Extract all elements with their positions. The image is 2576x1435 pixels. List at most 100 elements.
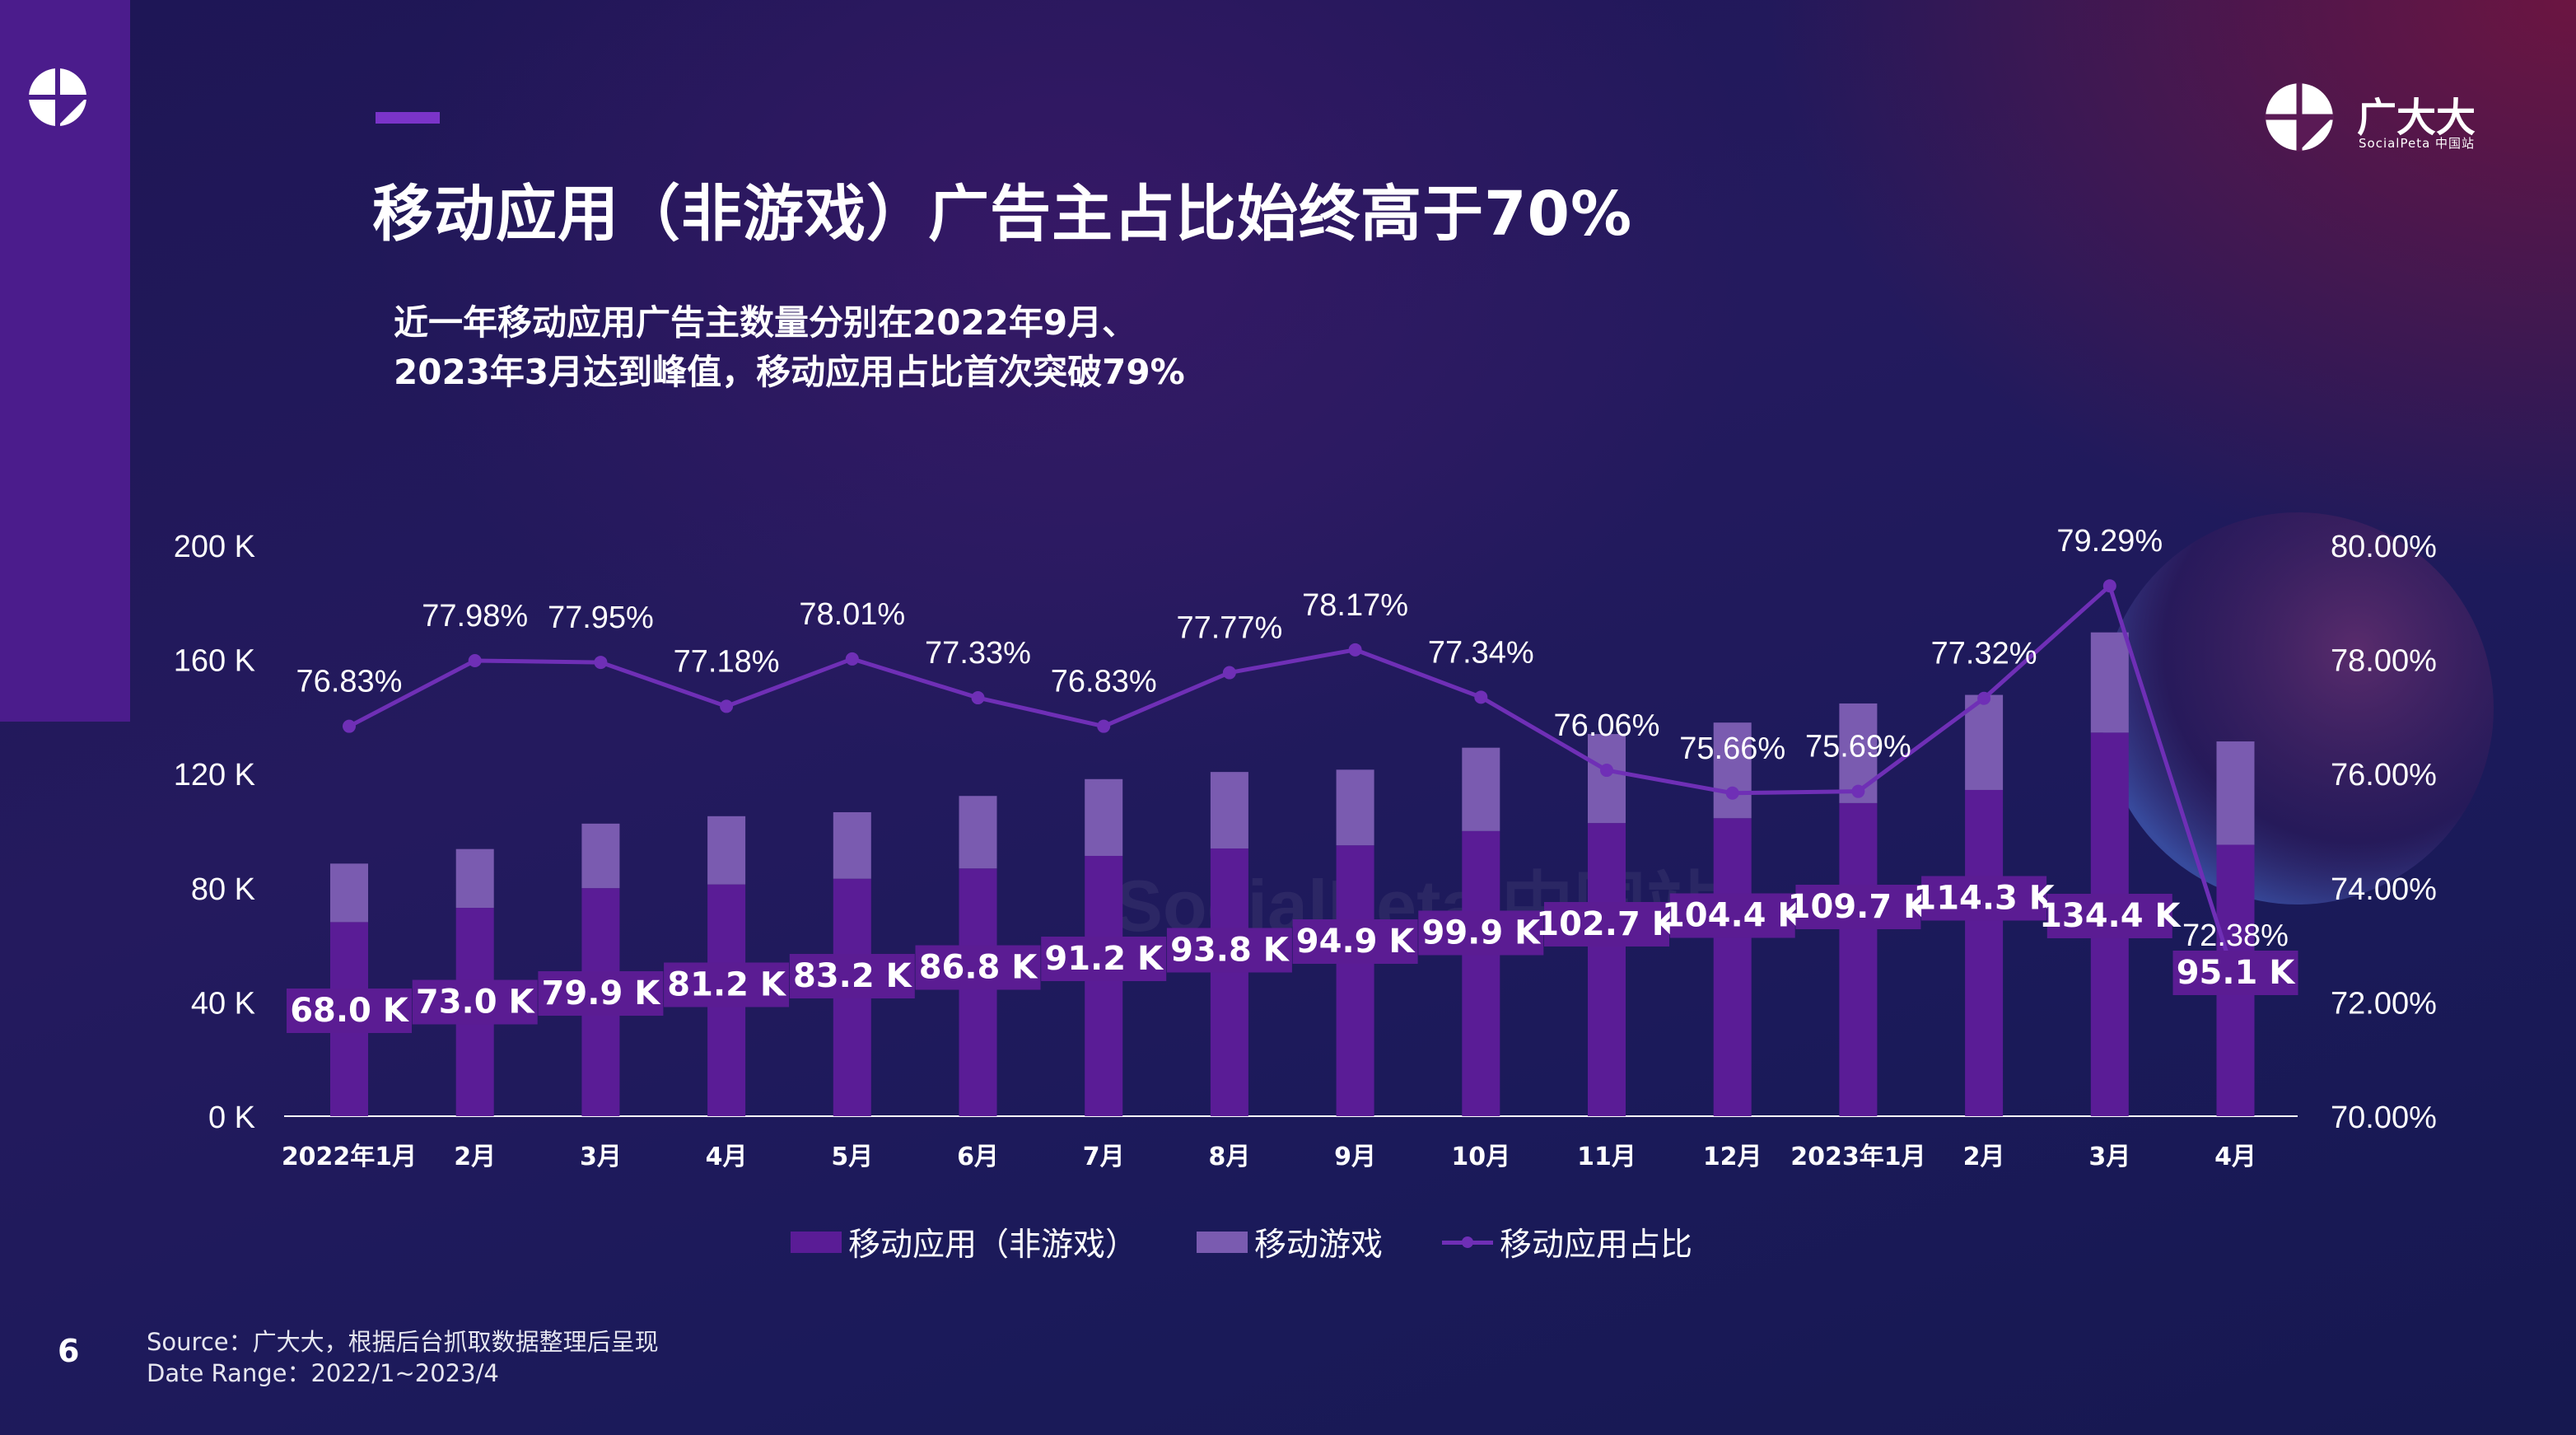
bar-game	[2090, 632, 2129, 733]
bar-game	[455, 848, 494, 909]
y-right-tick-label: 76.00%	[2331, 758, 2437, 792]
share-line	[348, 583, 2238, 981]
share-point	[1977, 691, 1991, 705]
app-value-label: 83.2 K	[793, 957, 913, 995]
date-range-line: Date Range：2022/1~2023/4	[147, 1359, 499, 1387]
page-title: 移动应用（非游戏）广告主占比始终高于70%	[372, 179, 1633, 250]
share-point	[1222, 666, 1236, 680]
value-label-bg	[2172, 951, 2298, 995]
share-data-label: 76.06%	[1554, 708, 1660, 743]
x-tick-label: 3月	[580, 1143, 622, 1171]
subtitle-line: 2023年3月达到峰值，移动应用占比首次突破79%	[394, 352, 1185, 392]
app-value-label: 68.0 K	[290, 992, 410, 1030]
y-left-tick-label: 80 K	[191, 872, 255, 907]
x-tick-label: 9月	[1334, 1143, 1376, 1171]
globe-decoration	[2102, 512, 2494, 904]
value-label-bg	[1669, 893, 1795, 938]
share-data-label: 76.83%	[296, 665, 403, 699]
page-subtitle: 近一年移动应用广告主数量分别在2022年9月、 2023年3月达到峰值，移动应用…	[394, 298, 1185, 397]
x-tick-label: 7月	[1083, 1143, 1125, 1171]
share-point	[468, 653, 482, 667]
y-left-tick-label: 40 K	[191, 986, 255, 1021]
x-tick-label: 11月	[1577, 1143, 1636, 1171]
bar-app	[1713, 818, 1752, 1116]
y-left-tick-label: 120 K	[174, 758, 255, 792]
bar-game	[1588, 734, 1626, 824]
value-label-bg	[538, 971, 664, 1016]
bar-app	[1210, 848, 1248, 1116]
app-value-label: 95.1 K	[2177, 954, 2297, 992]
app-value-label: 91.2 K	[1044, 940, 1164, 978]
share-data-label: 75.69%	[1805, 730, 1911, 764]
bar-game	[959, 796, 997, 869]
bar-app	[1085, 855, 1123, 1116]
x-tick-label: 3月	[2088, 1143, 2130, 1171]
share-point	[343, 719, 356, 733]
bar-app	[1462, 830, 1500, 1116]
value-label-bg	[1544, 902, 1669, 947]
app-value-label: 102.7 K	[1536, 905, 1678, 943]
bar-app	[1336, 845, 1374, 1116]
share-data-label: 77.95%	[548, 601, 654, 635]
x-tick-label: 6月	[957, 1143, 999, 1171]
app-value-label: 81.2 K	[667, 966, 787, 1004]
share-data-label: 77.33%	[925, 636, 1031, 671]
share-point	[1097, 719, 1111, 733]
page-number: 6	[58, 1333, 80, 1369]
app-value-label: 79.9 K	[542, 975, 662, 1012]
app-value-label: 104.4 K	[1662, 897, 1804, 935]
value-label-bg	[789, 954, 915, 998]
value-label-bg	[1292, 919, 1418, 964]
value-label-bg	[1166, 928, 1292, 973]
share-data-label: 77.98%	[422, 599, 528, 633]
app-value-label: 134.4 K	[2039, 897, 2182, 935]
x-tick-label: 2022年1月	[282, 1143, 417, 1171]
bar-app	[959, 868, 997, 1116]
value-label-bg	[1795, 885, 1921, 929]
x-tick-label: 8月	[1208, 1143, 1250, 1171]
brand-logo-icon	[2265, 82, 2334, 152]
share-point	[1851, 784, 1865, 798]
x-tick-label: 4月	[2214, 1143, 2256, 1171]
value-label-bg	[412, 979, 538, 1025]
bar-game	[1713, 722, 1752, 819]
y-right-tick-label: 78.00%	[2331, 644, 2437, 679]
legend-label-share: 移动应用占比	[1500, 1227, 1693, 1264]
corner-logo-icon	[28, 68, 87, 127]
legend-item-app: 移动应用（非游戏）	[791, 1219, 1137, 1265]
bar-game	[330, 863, 368, 923]
app-value-label: 114.3 K	[1913, 880, 2056, 918]
share-data-label: 75.66%	[1679, 732, 1785, 766]
share-point	[594, 656, 608, 670]
y-left-tick-label: 200 K	[174, 530, 255, 564]
app-value-label: 86.8 K	[919, 949, 1039, 987]
bar-game	[833, 811, 871, 879]
y-right-tick-label: 74.00%	[2331, 872, 2437, 907]
chart-legend: 移动应用（非游戏） 移动游戏 移动应用占比	[791, 1219, 1692, 1265]
bar-game	[1965, 694, 2004, 790]
x-tick-label: 5月	[831, 1143, 873, 1171]
app-value-label: 93.8 K	[1170, 932, 1290, 970]
bar-game	[2216, 741, 2255, 845]
x-tick-label: 2023年1月	[1790, 1143, 1925, 1171]
share-point	[1348, 643, 1362, 657]
share-data-label: 77.77%	[1176, 611, 1282, 646]
legend-swatch-game	[1197, 1232, 1248, 1253]
x-tick-label: 4月	[706, 1143, 748, 1171]
value-label-bg	[1041, 937, 1167, 981]
share-data-label: 77.34%	[1428, 635, 1534, 670]
share-data-label: 78.01%	[799, 597, 905, 632]
y-left-tick-label: 160 K	[174, 644, 255, 679]
legend-item-share: 移动应用占比	[1442, 1219, 1692, 1265]
x-tick-label: 12月	[1703, 1143, 1762, 1171]
app-value-label: 109.7 K	[1788, 888, 1930, 926]
x-tick-label: 2月	[1963, 1143, 2005, 1171]
y-right-tick-label: 80.00%	[2331, 530, 2437, 564]
bar-game	[581, 823, 620, 889]
share-data-label: 77.32%	[1931, 637, 2037, 671]
app-value-label: 99.9 K	[1421, 914, 1542, 952]
value-label-bg	[287, 989, 412, 1033]
value-label-bg	[1418, 910, 1544, 956]
share-data-label: 72.38%	[2182, 918, 2289, 953]
legend-swatch-app	[791, 1232, 842, 1253]
